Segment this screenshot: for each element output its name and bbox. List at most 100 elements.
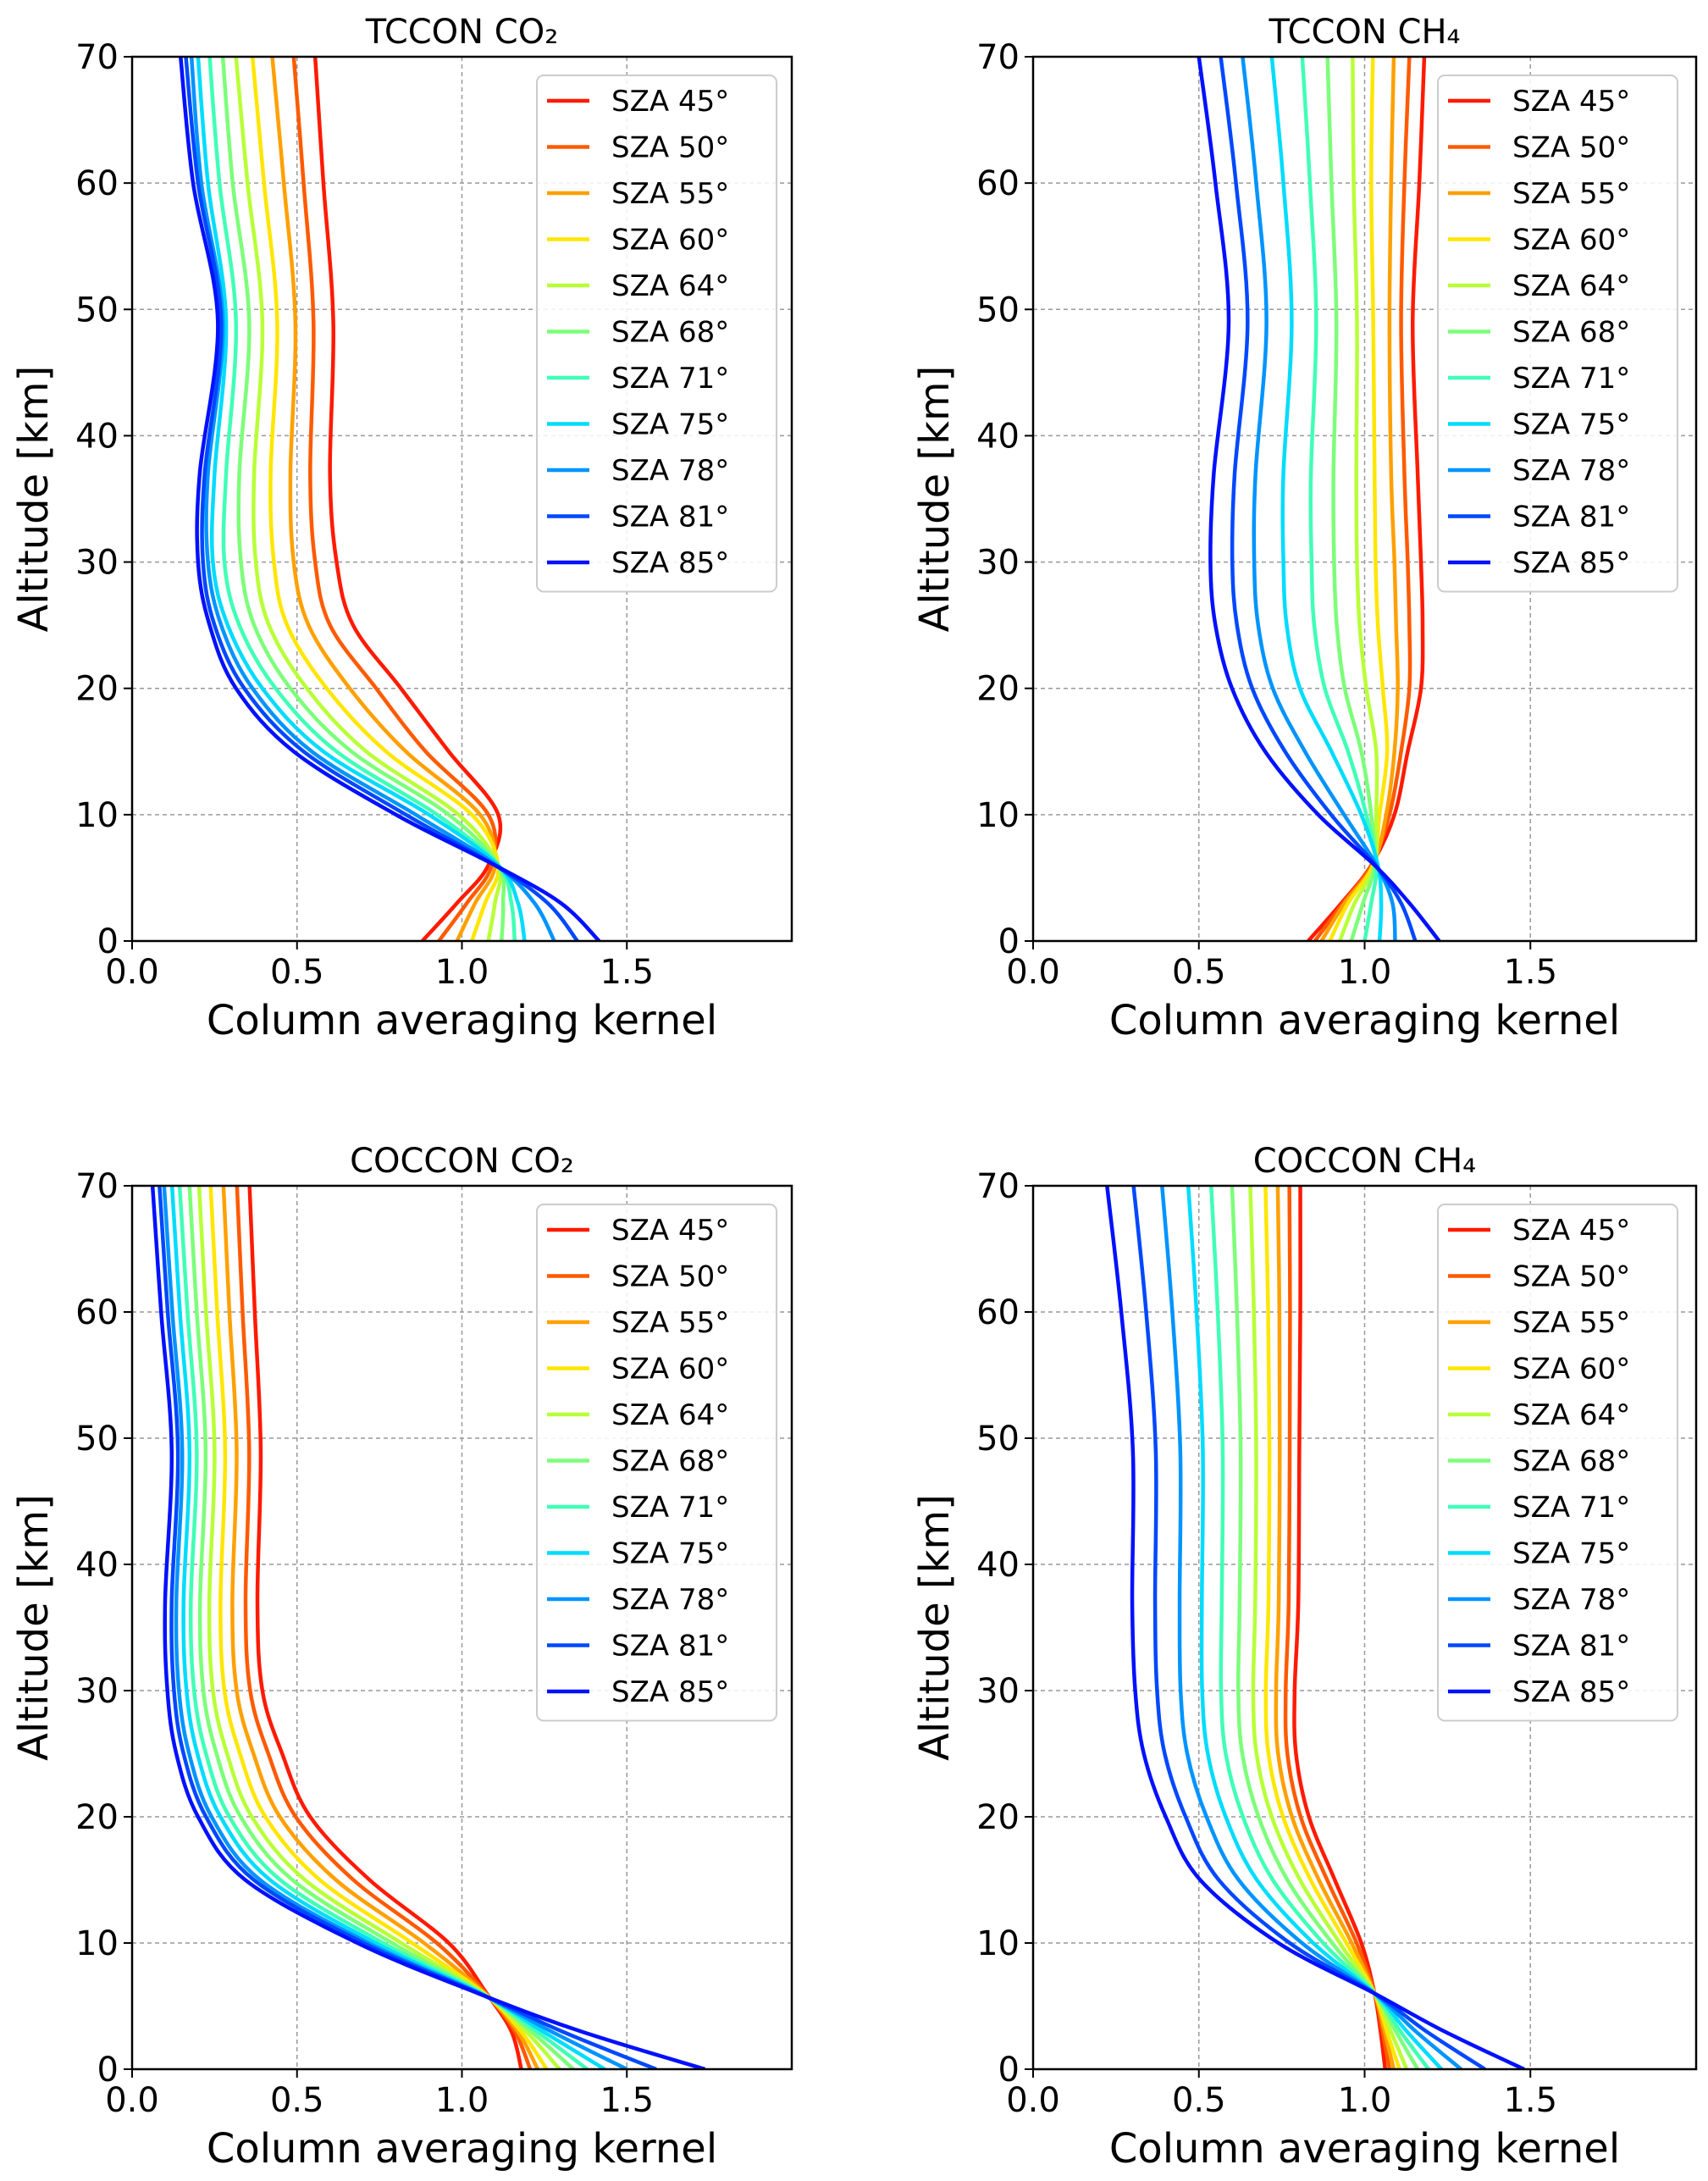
x-tick-label: 1.0 — [435, 2081, 489, 2120]
legend-label: SZA 60° — [1512, 224, 1630, 257]
series-line-85 — [179, 57, 601, 941]
y-axis-label: Altitude [km] — [10, 1494, 58, 1761]
x-tick-label: 1.0 — [1338, 2081, 1392, 2120]
x-tick-label: 0.5 — [1172, 2081, 1226, 2120]
y-tick-label: 0 — [998, 922, 1020, 961]
y-tick-label: 30 — [75, 1672, 119, 1711]
legend: SZA 45° SZA 50° SZA 55° SZA 60° SZA 64° SZA 6… — [536, 1204, 777, 1722]
y-tick-label: 40 — [75, 1546, 119, 1585]
y-tick-label: 50 — [976, 1420, 1020, 1459]
x-tick-label: 0.5 — [270, 953, 324, 992]
legend-label: SZA 50° — [611, 1260, 729, 1294]
series-line-71 — [1208, 1186, 1430, 2069]
legend-label: SZA 68° — [611, 1445, 729, 1479]
legend: SZA 45° SZA 50° SZA 55° SZA 60° SZA 64° SZA 6… — [1437, 1204, 1678, 1722]
y-tick-label: 70 — [75, 1167, 119, 1206]
x-tick-label: 0.0 — [105, 953, 159, 992]
y-tick-label: 70 — [976, 38, 1020, 77]
legend-label: SZA 60° — [611, 224, 729, 257]
y-tick-label: 40 — [75, 417, 119, 456]
legend-label: SZA 81° — [1512, 1630, 1630, 1663]
series-line-85 — [150, 1186, 706, 2069]
legend-label: SZA 45° — [611, 85, 729, 119]
x-axis-label: Column averaging kernel — [1109, 2125, 1620, 2173]
y-tick-label: 50 — [75, 291, 119, 329]
legend-label: SZA 64° — [1512, 1398, 1630, 1432]
series-line-68 — [1325, 57, 1377, 941]
legend-label: SZA 78° — [1512, 454, 1630, 488]
subplot-title: COCCON CO₂ — [350, 1142, 574, 1181]
legend-label: SZA 81° — [611, 501, 729, 534]
legend-label: SZA 85° — [611, 1675, 729, 1709]
series-line-78 — [1160, 1186, 1462, 2069]
subplot-1: 0 10 20 30 40 50 60 70 0.0 0.5 1.0 1.5 TCCON CO₂ Colu… — [10, 13, 793, 1044]
series-line-45 — [247, 1186, 523, 2069]
y-tick-label: 20 — [75, 670, 119, 709]
y-tick-label: 60 — [976, 164, 1020, 203]
series-group — [179, 57, 601, 941]
legend-box — [536, 1204, 777, 1722]
legend-label: SZA 60° — [1512, 1353, 1630, 1387]
legend-label: SZA 78° — [1512, 1583, 1630, 1617]
legend-label: SZA 45° — [1512, 85, 1630, 119]
legend-label: SZA 55° — [1512, 1306, 1630, 1340]
series-line-85 — [1105, 1186, 1525, 2069]
legend-label: SZA 55° — [1512, 177, 1630, 211]
subplot-title: TCCON CH₄ — [1268, 13, 1460, 52]
y-tick-label: 60 — [75, 164, 119, 203]
x-tick-label: 0.0 — [1006, 2081, 1060, 2120]
y-tick-label: 20 — [976, 1798, 1020, 1837]
y-tick-label: 10 — [75, 796, 119, 835]
legend-label: SZA 81° — [611, 1630, 729, 1663]
x-tick-label: 0.0 — [105, 2081, 159, 2120]
y-tick-label: 30 — [75, 544, 119, 583]
series-line-75 — [1269, 57, 1384, 941]
series-group — [150, 1186, 706, 2069]
legend-label: SZA 45° — [1512, 1214, 1630, 1248]
y-tick-label: 30 — [976, 1672, 1020, 1711]
legend-label: SZA 75° — [1512, 408, 1630, 442]
series-line-60 — [1263, 1186, 1401, 2069]
y-tick-label: 10 — [976, 1924, 1020, 1963]
legend-box — [536, 75, 777, 593]
legend-label: SZA 78° — [611, 454, 729, 488]
x-axis-label: Column averaging kernel — [1109, 997, 1620, 1044]
legend-label: SZA 55° — [611, 177, 729, 211]
y-tick-label: 10 — [976, 796, 1020, 835]
legend-label: SZA 60° — [611, 1353, 729, 1387]
series-line-60 — [250, 57, 500, 941]
legend-label: SZA 71° — [1512, 362, 1630, 396]
series-line-68 — [220, 57, 506, 941]
legend-label: SZA 68° — [1512, 1445, 1630, 1479]
y-tick-label: 10 — [75, 1924, 119, 1963]
series-line-78 — [189, 57, 556, 941]
legend-label: SZA 68° — [611, 316, 729, 350]
axes-frame — [130, 1184, 793, 2071]
y-tick-label: 20 — [75, 1798, 119, 1837]
legend-box — [1437, 1204, 1678, 1722]
series-line-50 — [235, 1186, 533, 2069]
subplot-3: 0 10 20 30 40 50 60 70 0.0 0.5 1.0 1.5 COCCON CO₂ Col… — [10, 1142, 793, 2173]
legend-label: SZA 71° — [611, 1491, 729, 1525]
y-tick-label: 50 — [75, 1420, 119, 1459]
x-tick-label: 1.5 — [600, 2081, 654, 2120]
legend-label: SZA 50° — [611, 131, 729, 165]
legend-label: SZA 75° — [1512, 1537, 1630, 1571]
x-tick-label: 0.5 — [270, 2081, 324, 2120]
y-tick-label: 20 — [976, 670, 1020, 709]
y-axis-label: Altitude [km] — [911, 1494, 959, 1761]
legend-box — [1437, 75, 1678, 593]
legend: SZA 45° SZA 50° SZA 55° SZA 60° SZA 64° SZA 6… — [536, 75, 777, 593]
y-tick-label: 60 — [976, 1293, 1020, 1332]
subplot-title: TCCON CO₂ — [365, 13, 559, 52]
legend-label: SZA 75° — [611, 1537, 729, 1571]
legend-label: SZA 85° — [611, 546, 729, 580]
subplot-title: COCCON CH₄ — [1253, 1142, 1476, 1181]
legend-label: SZA 50° — [1512, 131, 1630, 165]
y-tick-label: 0 — [97, 2051, 119, 2090]
legend-label: SZA 55° — [611, 1306, 729, 1340]
legend-label: SZA 85° — [1512, 1675, 1630, 1709]
series-line-64 — [234, 57, 503, 941]
series-line-68 — [1230, 1186, 1420, 2069]
x-tick-label: 1.5 — [1503, 2081, 1557, 2120]
